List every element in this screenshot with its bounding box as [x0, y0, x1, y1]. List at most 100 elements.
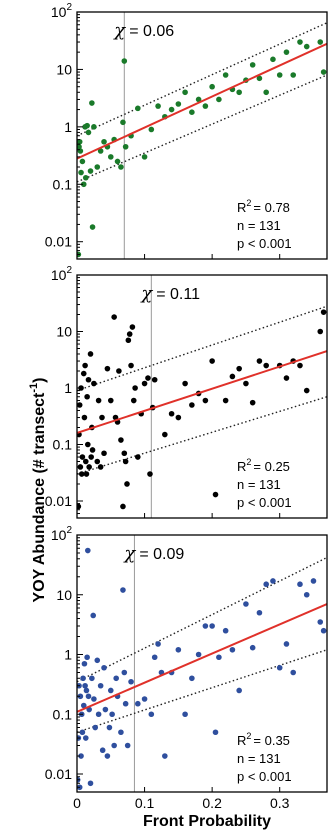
data-point [141, 380, 148, 387]
data-point [129, 324, 136, 330]
data-point [78, 169, 84, 176]
data-point [209, 83, 215, 90]
confidence-upper-line [77, 22, 327, 137]
data-point [276, 664, 283, 671]
y-tick-label: 1 [64, 647, 72, 663]
stats-r2-value: = 0.35 [253, 733, 290, 748]
confidence-upper-line [77, 556, 327, 683]
data-point [109, 711, 115, 718]
data-point [303, 43, 310, 50]
data-point [77, 464, 84, 470]
data-point [135, 454, 141, 460]
stats-p: p < 0.001 [237, 769, 292, 784]
data-point [101, 450, 107, 457]
y-tick-label: 10 [56, 61, 72, 77]
stats-r2-label: R [237, 459, 246, 474]
stats-r2-label: R [237, 200, 246, 215]
data-point [320, 627, 327, 634]
plot-frame [76, 534, 328, 793]
data-point [303, 387, 310, 394]
data-point [97, 148, 104, 154]
data-point [83, 471, 90, 477]
y-tick-label: 0.1 [53, 436, 73, 452]
data-point [107, 154, 114, 160]
data-point [297, 581, 303, 588]
data-point [317, 328, 324, 335]
chi-value: = 0.11 [156, 286, 200, 303]
data-point [128, 362, 134, 369]
y-tick-label: 0.1 [53, 706, 73, 722]
data-point [114, 158, 121, 165]
stats-r2: R2 = 0.78 [237, 198, 290, 215]
data-point [77, 148, 84, 154]
data-point [122, 458, 129, 465]
data-point [317, 619, 324, 625]
stats-r2-sup: 2 [246, 457, 251, 467]
data-point [141, 154, 148, 160]
data-point [189, 109, 195, 115]
data-point [162, 753, 168, 759]
data-point [141, 696, 148, 702]
data-point [256, 358, 263, 364]
stats-r2: R2 = 0.35 [237, 731, 290, 748]
data-point [87, 168, 94, 174]
data-point [151, 376, 158, 383]
data-point [155, 641, 161, 647]
y-tick-label-sup: 2 [66, 525, 72, 536]
data-point [147, 471, 153, 477]
data-point [94, 657, 101, 664]
data-point [283, 49, 290, 55]
data-point [145, 375, 151, 381]
data-point [320, 309, 327, 315]
data-layer [77, 305, 327, 510]
chi-annotation: χ = 0.11 [139, 283, 200, 304]
data-point [182, 89, 188, 96]
stats-p: p < 0.001 [237, 495, 292, 510]
y-tick-label: 0.01 [45, 234, 72, 250]
data-layer [77, 547, 327, 791]
data-point [249, 62, 256, 68]
data-point [120, 587, 126, 593]
data-point [222, 397, 229, 404]
data-point [320, 69, 327, 75]
data-point [132, 385, 138, 391]
data-point [148, 711, 155, 718]
data-point [212, 491, 219, 498]
data-point [116, 368, 122, 374]
x-axis-label: Front Probability [143, 813, 271, 830]
data-point [79, 158, 86, 165]
data-point [130, 397, 137, 404]
data-point [118, 437, 124, 443]
data-point [94, 164, 101, 170]
confidence-lower-line [77, 74, 327, 183]
data-point [290, 72, 297, 78]
data-point [222, 627, 229, 634]
y-tick-label-sup: 2 [66, 2, 72, 13]
data-point [120, 119, 126, 126]
chi-symbol: χ [112, 20, 126, 41]
data-point [78, 753, 84, 759]
data-point [80, 702, 87, 709]
data-point [202, 623, 209, 629]
stats-r2-sup: 2 [246, 198, 251, 208]
data-point [87, 351, 94, 357]
stats-n: n = 131 [237, 218, 281, 233]
data-point [83, 687, 90, 694]
data-point [94, 458, 101, 465]
data-point [276, 72, 283, 78]
data-point [91, 124, 97, 130]
chi-symbol: χ [139, 283, 153, 304]
x-tick-label: 0.2 [202, 795, 222, 811]
data-point [120, 503, 126, 510]
stats-n: n = 131 [237, 751, 281, 766]
data-point [195, 96, 202, 103]
data-point [92, 724, 99, 731]
data-point [270, 578, 276, 584]
data-point [297, 362, 303, 369]
data-point [236, 687, 242, 694]
data-point [212, 729, 219, 736]
data-point [104, 753, 111, 759]
data-point [209, 623, 215, 629]
data-point [256, 75, 263, 82]
